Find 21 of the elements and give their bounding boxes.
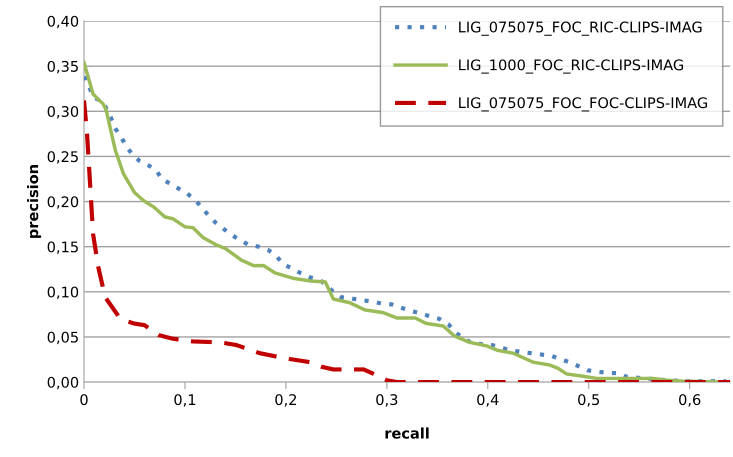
y-tick-label: 0,20 — [48, 196, 78, 209]
x-tick-label: 0,5 — [578, 394, 600, 407]
x-tick-label: 0,4 — [477, 394, 499, 407]
x-tick-label: 0,6 — [679, 394, 700, 407]
x-tick-label: 0 — [80, 394, 88, 406]
y-tick-label: 0,30 — [48, 106, 78, 119]
legend-label: LIG_075075_FOC_RIC-CLIPS-IMAG — [459, 21, 702, 36]
y-axis-title: precision — [27, 165, 42, 238]
legend-label: LIG_1000_FOC_RIC-CLIPS-IMAG — [459, 59, 683, 74]
x-tick-label: 0,1 — [174, 394, 196, 407]
x-tick-label: 0,2 — [275, 394, 296, 407]
y-tick-label: 0,10 — [48, 286, 78, 300]
y-tick-label: 0,05 — [48, 332, 78, 344]
y-tick-label: 0,15 — [48, 241, 78, 254]
x-axis-title: recall — [385, 427, 429, 439]
y-tick-label: 0,25 — [48, 151, 78, 164]
y-tick-label: 0,35 — [48, 60, 78, 74]
legend-label: LIG_075075_FOC_FOC-CLIPS-IMAG — [459, 97, 707, 112]
y-tick-label: 0,40 — [48, 16, 78, 28]
y-tick-label: 0,00 — [48, 376, 78, 390]
x-tick-label: 0,3 — [376, 394, 398, 407]
